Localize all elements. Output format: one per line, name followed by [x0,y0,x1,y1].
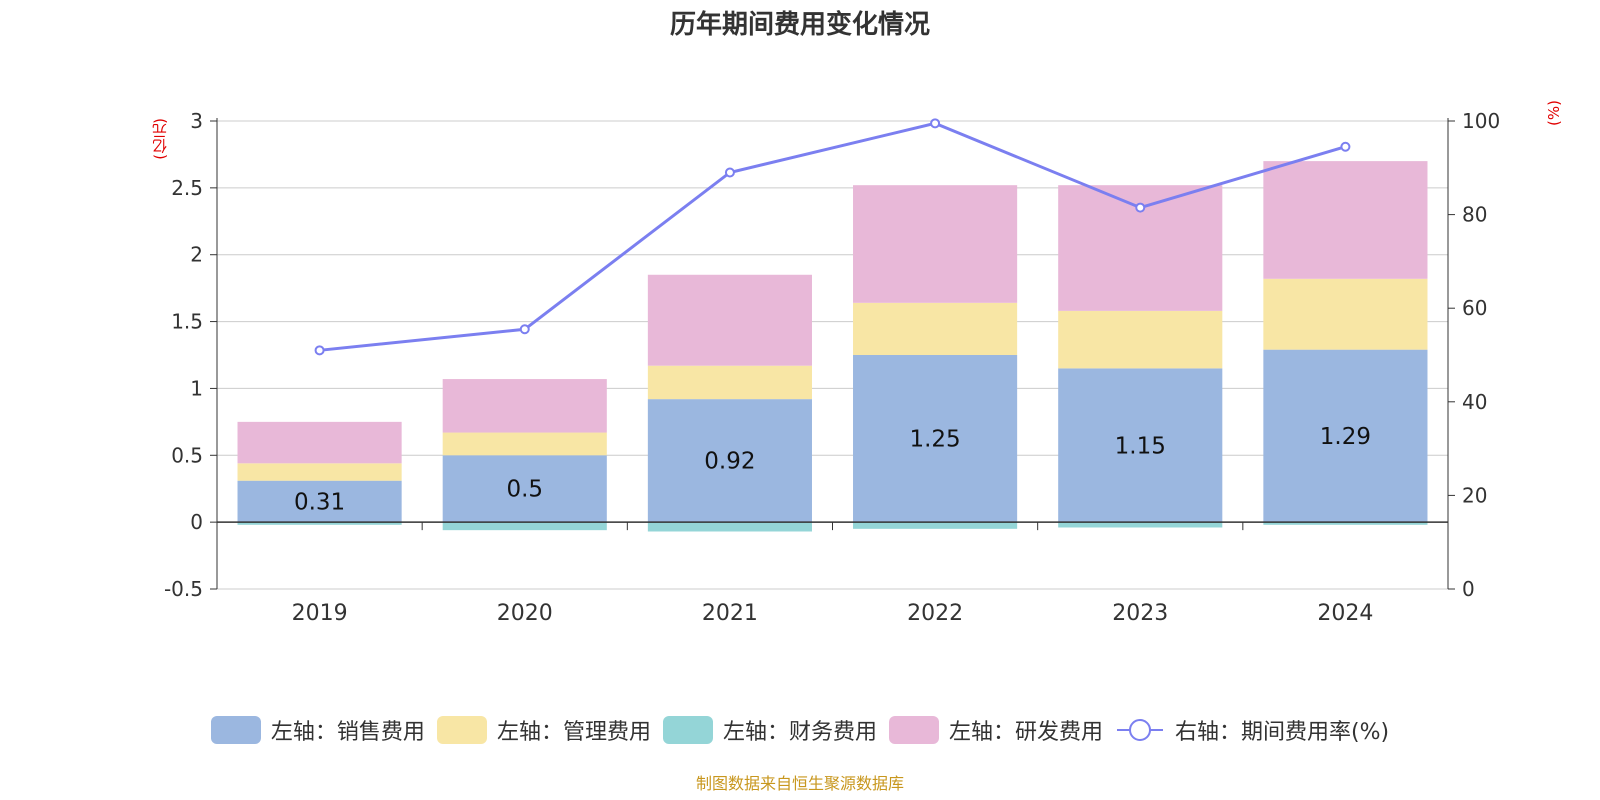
right-axis-tick-label: 60 [1462,296,1487,320]
right-axis-tick-label: 40 [1462,390,1487,414]
left-axis-tick-label: 1 [190,376,203,400]
bar-segment [647,274,812,366]
grid-lines [217,120,1448,590]
bar-segment [442,455,607,523]
x-axis-tick-label: 2022 [907,601,963,626]
legend-label-finance: 左轴：财务费用 [722,720,877,745]
rate-point [1340,141,1351,152]
legend-label-rd: 左轴：研发费用 [948,720,1103,745]
left-axis-tick-label: -0.5 [164,577,203,601]
right-axis-unit: (%) [1545,100,1563,126]
bar-segment [237,480,402,523]
right-axis-tick-label: 80 [1462,203,1487,227]
legend-item-sales[interactable]: 左轴：销售费用 [210,714,425,746]
left-axis-tick-label: 2 [190,243,203,267]
bar-segment [1263,161,1428,279]
bar-segment [237,421,402,464]
legend-line-marker-icon [1116,719,1163,741]
legend-swatch-finance [662,716,713,744]
legend-item-admin[interactable]: 左轴：管理费用 [436,714,651,746]
bar-segment [853,185,1018,303]
bar-value-label: 0.5 [506,477,543,503]
left-axis-tick-label: 0 [190,510,203,534]
legend-item-rate[interactable]: 右轴：期间费用率(%) [1115,714,1389,746]
bar-segment [647,365,812,400]
left-axis-tick-label: 2.5 [171,176,203,200]
x-axis-tick-label: 2019 [292,601,348,626]
bar-segment [647,399,812,523]
right-axis-tick-label: 20 [1462,483,1487,507]
legend-label-rate: 右轴：期间费用率(%) [1174,720,1390,745]
legend-label-admin: 左轴：管理费用 [496,720,651,745]
bar-segment [853,522,1018,529]
rate-point [314,345,325,356]
x-axis-tick-label: 2020 [497,601,553,626]
rate-line [314,118,1351,356]
left-axis-tick-label: 1.5 [171,310,203,334]
bar-segment [1058,522,1223,528]
bar-segment [853,302,1018,355]
rate-point [519,324,530,335]
bar-segment [442,379,607,433]
legend-swatch-sales [210,716,261,744]
data-labels: 0.31 0.5 0.92 1.25 1.15 1.29 [216,424,1449,531]
bar-value-label: 0.92 [704,449,755,475]
bar-value-label: 1.29 [1320,424,1371,450]
bar-segment [237,522,402,525]
bars [237,161,1428,532]
legend: 左轴：销售费用 左轴：管理费用 左轴：财务费用 左轴：研发费用 右轴：期间费用率… [0,714,1600,746]
legend-item-finance[interactable]: 左轴：财务费用 [662,714,877,746]
bar-value-label: 0.31 [294,489,345,515]
bar-segment [853,355,1018,523]
bar-segment [237,463,402,481]
right-axis-tick-label: 0 [1462,577,1475,601]
x-axis-tick-label: 2023 [1112,601,1168,626]
bar-segment [1058,310,1223,369]
legend-item-rd[interactable]: 左轴：研发费用 [888,714,1103,746]
bar-segment [647,522,812,532]
legend-label-sales: 左轴：销售费用 [270,720,425,745]
legend-swatch-admin [436,716,487,744]
chart-title: 历年期间费用变化情况 [669,10,930,40]
x-axis-tick-label: 2021 [702,601,758,626]
rate-polyline [319,121,1346,352]
rate-point [1135,202,1146,213]
bar-value-label: 1.15 [1115,433,1166,459]
bar-segment [1263,349,1428,523]
bar-segment [1263,522,1428,525]
axes: -0.5 0 0.5 1 1.5 2 2.5 3 0 20 40 60 80 100 2019 2020 202… [164,109,1500,626]
left-axis-unit: (亿元) [151,118,169,160]
rate-point [724,167,735,178]
legend-swatch-rd [888,716,939,744]
bar-segment [442,522,607,531]
bar-segment [1263,278,1428,350]
bar-segment [1058,368,1223,523]
left-axis-tick-label: 0.5 [171,443,203,467]
bar-value-label: 1.25 [909,427,960,453]
bar-segment [442,432,607,456]
source-note: 制图数据来自恒生聚源数据库 [695,774,904,793]
rate-point [930,118,941,129]
right-axis-tick-label: 100 [1462,109,1500,133]
x-axis-tick-label: 2024 [1317,601,1373,626]
left-axis-tick-label: 3 [190,109,203,133]
